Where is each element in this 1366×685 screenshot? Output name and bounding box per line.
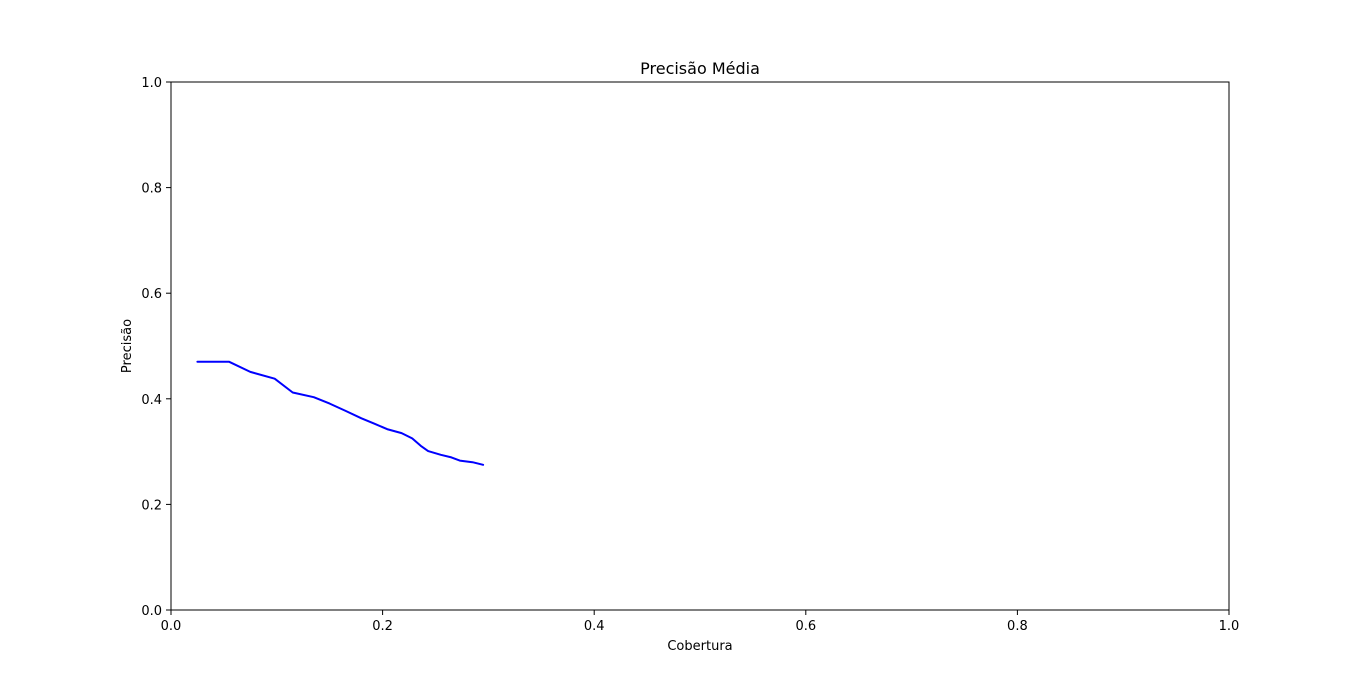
x-tick-label: 0.0: [161, 619, 182, 634]
axes-frame: [170, 81, 1230, 611]
y-tick-label: 1.0: [141, 76, 162, 91]
y-tick-label: 0.8: [141, 182, 162, 197]
y-tick-label: 0.6: [141, 287, 162, 302]
y-axis: 0.0 0.2 0.4 0.6 0.8 1.0: [141, 76, 171, 619]
x-tick-label: 0.8: [1007, 619, 1028, 634]
x-axis: 0.0 0.2 0.4 0.6 0.8 1.0: [161, 610, 1240, 634]
series-line-0: [196, 360, 485, 466]
y-tick-label: 0.2: [141, 498, 162, 513]
y-tick-label: 0.4: [141, 393, 162, 408]
y-tick-label: 0.0: [141, 604, 162, 619]
x-tick-label: 0.4: [584, 619, 605, 634]
chart-title: Precisão Média: [640, 59, 760, 78]
x-tick-label: 0.2: [372, 619, 393, 634]
plot-area: [196, 360, 485, 466]
x-tick-label: 1.0: [1219, 619, 1240, 634]
y-axis-label: Precisão: [120, 319, 135, 373]
x-axis-label: Cobertura: [667, 639, 732, 654]
x-tick-label: 0.6: [795, 619, 816, 634]
